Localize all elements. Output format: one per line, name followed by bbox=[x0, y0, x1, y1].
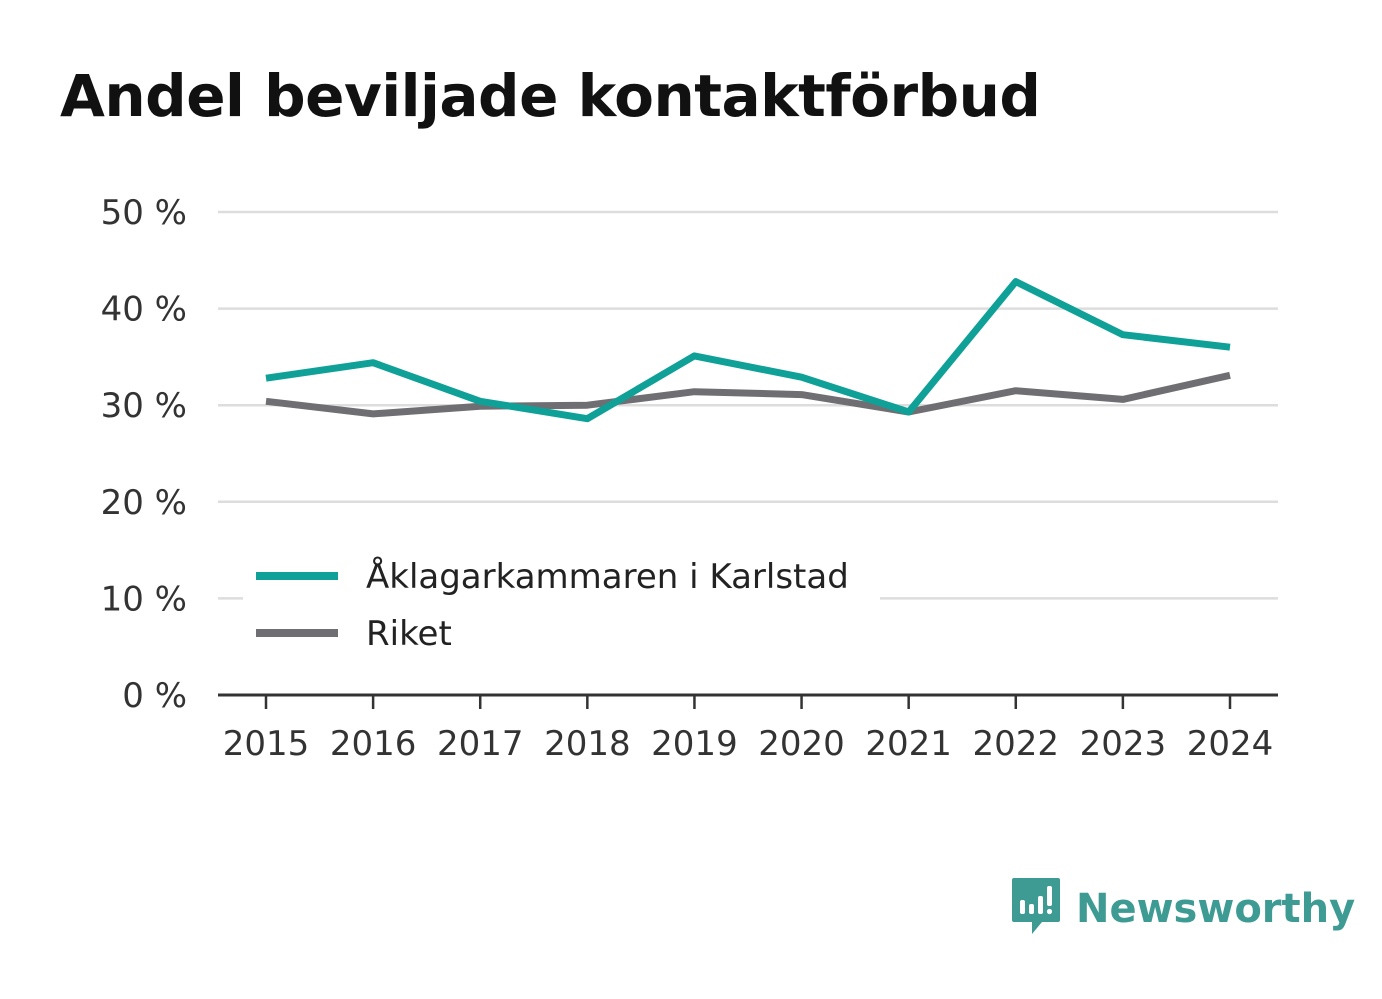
x-tick-label: 2020 bbox=[758, 724, 845, 764]
y-tick-label: 40 % bbox=[101, 290, 187, 330]
bar-chart-speech-bubble-icon bbox=[1010, 876, 1062, 942]
x-tick-label: 2021 bbox=[865, 724, 952, 764]
gridlines bbox=[218, 210, 1278, 600]
y-tick-label: 10 % bbox=[101, 579, 187, 619]
y-axis: 0 % 10 % 20 % 30 % 40 % 50 % bbox=[101, 193, 187, 716]
chart-title: Andel beviljade kontaktförbud bbox=[60, 62, 1041, 130]
y-tick-label: 0 % bbox=[122, 676, 187, 716]
legend-label: Åklagarkammaren i Karlstad bbox=[366, 556, 849, 597]
brand-logo: Newsworthy bbox=[1010, 878, 1355, 940]
series-line-0 bbox=[265, 278, 1231, 423]
x-tick-label: 2023 bbox=[1080, 724, 1167, 764]
x-axis: 2015 2016 2017 2018 2019 2020 2021 2022 2023 2024 bbox=[218, 693, 1278, 764]
x-tick-label: 2016 bbox=[330, 724, 417, 764]
legend-background bbox=[243, 545, 880, 663]
x-tick-label: 2024 bbox=[1187, 724, 1274, 764]
y-tick-label: 20 % bbox=[101, 483, 187, 523]
line-chart: 0 % 10 % 20 % 30 % 40 % 50 % 2015 2016 2017 2018… bbox=[101, 193, 1278, 764]
x-tick-label: 2019 bbox=[651, 724, 738, 764]
legend-label: Riket bbox=[366, 614, 452, 654]
x-tick-label: 2018 bbox=[544, 724, 631, 764]
x-tick-label: 2022 bbox=[973, 724, 1060, 764]
y-tick-label: 30 % bbox=[101, 386, 187, 426]
series-line-1 bbox=[265, 371, 1231, 418]
y-tick-label: 50 % bbox=[101, 193, 187, 233]
legend: Åklagarkammaren i Karlstad Riket bbox=[243, 545, 880, 663]
x-tick-label: 2015 bbox=[223, 724, 310, 764]
brand-name: Newsworthy bbox=[1076, 886, 1356, 932]
x-tick-label: 2017 bbox=[437, 724, 524, 764]
series-lines bbox=[265, 278, 1231, 423]
